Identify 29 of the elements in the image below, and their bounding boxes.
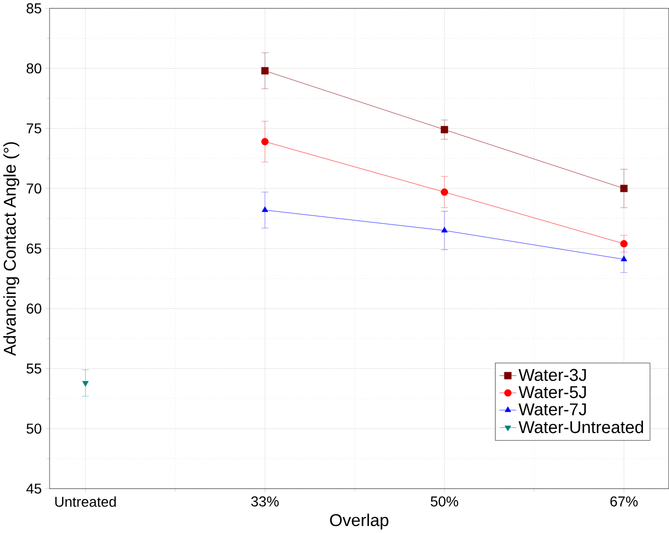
y-tick-label: 55 [26, 364, 42, 374]
y-tick-label: 45 [26, 484, 42, 494]
point [261, 138, 269, 146]
x-axis-title: Overlap [330, 514, 388, 530]
point [440, 126, 448, 134]
point [620, 256, 628, 262]
point [261, 67, 269, 75]
y-axis-title: Advancing Contact Angle (°) [3, 142, 20, 356]
legend-label: Water-3J [518, 369, 586, 382]
y-tick-label: 50 [26, 424, 42, 434]
legend-label: Water-Untreated [518, 420, 643, 434]
x-tick-label: 33% [251, 496, 279, 507]
point [620, 184, 628, 192]
y-tick-label: 65 [26, 244, 42, 254]
x-tick-label: 50% [430, 496, 458, 507]
point [441, 226, 448, 232]
y-tick-label: 85 [26, 3, 42, 14]
y-tick-label: 70 [26, 184, 42, 194]
y-tick-label: 80 [26, 63, 42, 74]
legend-label: Water-5J [518, 386, 586, 398]
x-tick-label: Untreated [55, 496, 116, 507]
y-tick-label: 75 [26, 124, 42, 134]
point [620, 240, 628, 248]
legend-label: Water-7J [518, 404, 586, 416]
point [82, 381, 89, 387]
point [440, 188, 448, 196]
x-tick-label: 67% [610, 496, 638, 507]
point [262, 206, 268, 212]
y-tick-label: 60 [26, 304, 42, 314]
